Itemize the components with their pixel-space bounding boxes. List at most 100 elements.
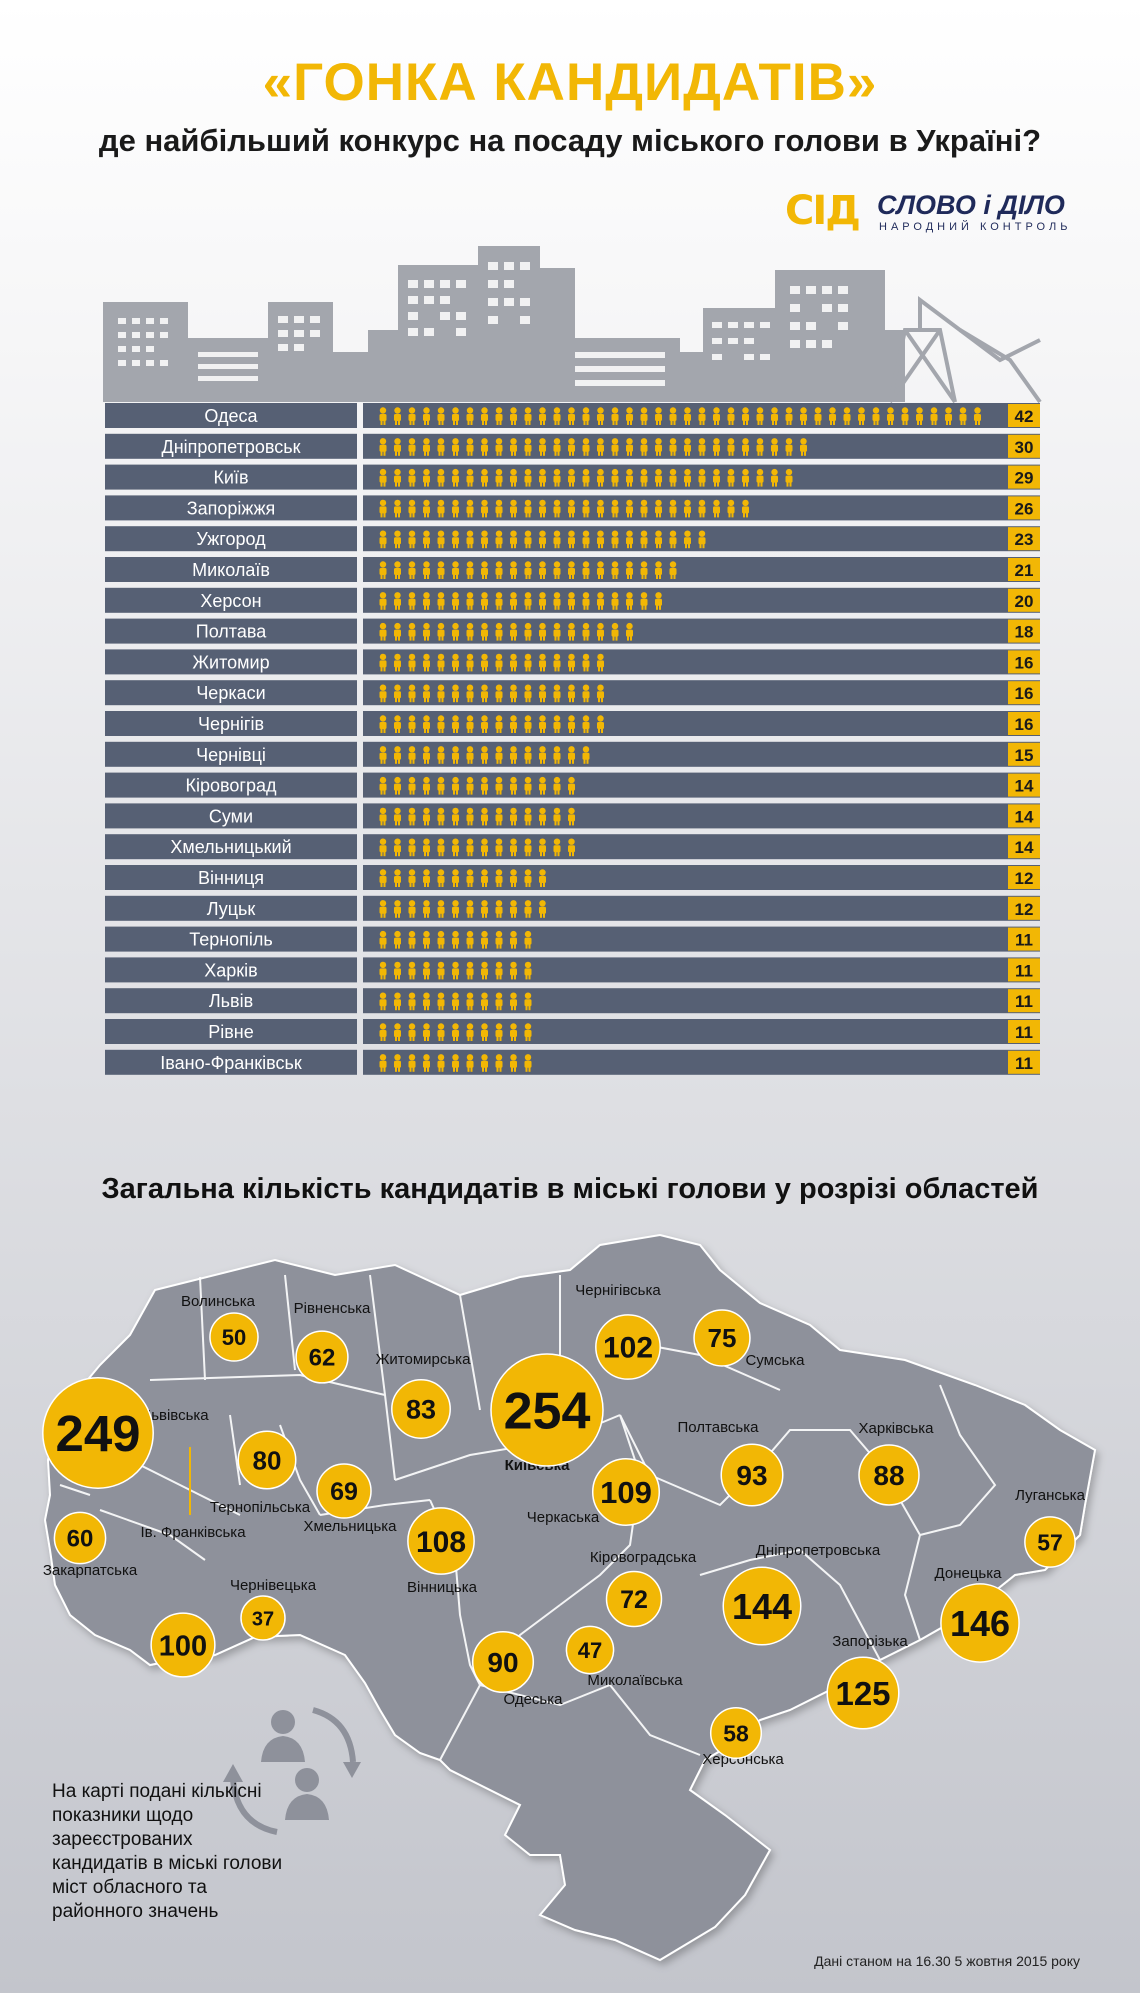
bar-label-bg	[105, 926, 357, 952]
bar-track	[363, 618, 1040, 644]
bar-category-label: Миколаїв	[192, 560, 270, 580]
region-value-label: 72	[620, 1586, 648, 1614]
region-label: Вінницька	[407, 1579, 478, 1596]
bar-track	[363, 803, 1040, 829]
bar-value-label: 18	[1015, 623, 1034, 642]
region-label: Житомирська	[376, 1351, 472, 1368]
region-value-bubble	[407, 1507, 475, 1575]
bar-mark	[379, 715, 604, 733]
bar-row: Рівне 11	[105, 1019, 1040, 1044]
region-label: Черкаська	[527, 1509, 600, 1526]
bar-value-bg	[1008, 619, 1040, 643]
bar-value-bg	[1008, 434, 1040, 458]
bar-track	[363, 772, 1040, 798]
bar-row: Луцьк 12	[105, 895, 1040, 921]
bar-mark	[379, 930, 532, 949]
region-value-label: 47	[578, 1638, 602, 1663]
bar-label-bg	[105, 680, 357, 706]
bar-value-label: 16	[1015, 715, 1034, 734]
bar-value-label: 14	[1015, 807, 1034, 826]
bar-category-label: Запоріжжя	[187, 498, 275, 518]
bar-value-bg	[1008, 588, 1040, 612]
bar-value-bg	[1008, 835, 1040, 859]
bar-value-label: 29	[1015, 469, 1034, 488]
people-cycle-icon	[223, 1707, 361, 1835]
bar-value-bg	[1008, 958, 1040, 982]
region-label: Кіровоградська	[590, 1549, 697, 1566]
bar-label-bg	[105, 711, 357, 736]
bar-track	[363, 741, 1040, 767]
bar-value-bg	[1008, 465, 1040, 489]
region-value-label: 80	[253, 1445, 282, 1475]
bar-category-label: Ужгород	[196, 529, 266, 549]
bar-value-label: 11	[1015, 992, 1033, 1011]
region-value-bubble	[391, 1379, 451, 1439]
bar-value-bg	[1008, 896, 1040, 920]
bar-category-label: Івано-Франківськ	[160, 1053, 302, 1073]
region-value-label: 109	[600, 1475, 652, 1510]
bar-category-label: Суми	[209, 806, 253, 826]
bar-value-label: 26	[1015, 499, 1034, 518]
region-value-label: 62	[309, 1345, 336, 1372]
bar-track	[363, 926, 1040, 952]
bar-mark	[379, 1023, 532, 1041]
bar-label-bg	[105, 741, 357, 767]
bar-mark	[379, 499, 749, 518]
bar-category-label: Полтава	[196, 622, 267, 642]
bar-row: Черкаси 16	[105, 680, 1040, 706]
region-label: Львівська	[141, 1407, 209, 1424]
region-value-label: 37	[252, 1608, 274, 1630]
region-value-bubble	[209, 1312, 259, 1362]
bar-value-label: 16	[1015, 684, 1034, 703]
bar-category-label: Житомир	[192, 652, 269, 672]
bar-track	[363, 865, 1040, 890]
bar-mark	[379, 407, 981, 425]
bar-track	[363, 680, 1040, 706]
bar-mark	[379, 807, 575, 826]
bar-value-bg	[1008, 404, 1040, 427]
region-value-bubble	[605, 1570, 663, 1628]
bar-label-bg	[105, 772, 357, 798]
bar-value-bg	[1008, 804, 1040, 828]
bar-label-bg	[105, 988, 357, 1014]
bar-label-bg	[105, 865, 357, 890]
bar-value-bg	[1008, 681, 1040, 705]
region-value-bubble	[53, 1511, 107, 1565]
region-value-label: 90	[487, 1647, 518, 1678]
bar-value-bg	[1008, 558, 1040, 581]
region-value-bubble	[471, 1630, 535, 1694]
bar-label-bg	[105, 403, 357, 428]
bar-value-bg	[1008, 1020, 1040, 1043]
region-value-label: 75	[708, 1323, 737, 1353]
logo-tagline: НАРОДНИЙ КОНТРОЛЬ	[879, 221, 1072, 233]
infographic-subtitle: де найбільший конкурс на посаду міського…	[98, 123, 1042, 158]
candidates-bar-chart: Одеса 42 Дніпропетровськ 30 Київ 29 Запоріжжя 2…	[105, 403, 1040, 1075]
region-value-bubble	[940, 1583, 1020, 1663]
region-value-bubble	[42, 1377, 154, 1489]
map-title: Загальна кількість кандидатів в міські г…	[101, 1173, 1039, 1205]
bar-row: Тернопіль 11	[105, 926, 1040, 952]
bar-value-label: 12	[1015, 869, 1034, 888]
bar-category-label: Чернівці	[196, 745, 266, 765]
region-label: Закарпатська	[43, 1562, 138, 1579]
bar-track	[363, 834, 1040, 860]
bar-value-bg	[1008, 527, 1040, 551]
bar-track	[363, 895, 1040, 921]
region-value-bubble	[565, 1625, 615, 1675]
bar-category-label: Черкаси	[196, 683, 265, 703]
region-value-label: 146	[950, 1603, 1010, 1644]
bar-row: Харків 11	[105, 957, 1040, 983]
bar-row: Ужгород 23	[105, 526, 1040, 552]
bar-value-label: 20	[1015, 592, 1034, 611]
bar-mark	[379, 869, 546, 887]
bar-row: Чернівці 15	[105, 741, 1040, 767]
region-label: Харківська	[859, 1420, 935, 1437]
region-label: Дніпропетровська	[756, 1542, 881, 1559]
bar-label-bg	[105, 526, 357, 552]
bar-row: Київ 29	[105, 464, 1040, 490]
bar-label-bg	[105, 433, 357, 459]
bar-mark	[379, 622, 633, 641]
brand-logo: СІД СЛОВО і ДІЛО НАРОДНИЙ КОНТРОЛЬ	[785, 188, 1085, 234]
region-value-bubble	[720, 1443, 784, 1507]
region-value-bubble	[1024, 1516, 1076, 1568]
